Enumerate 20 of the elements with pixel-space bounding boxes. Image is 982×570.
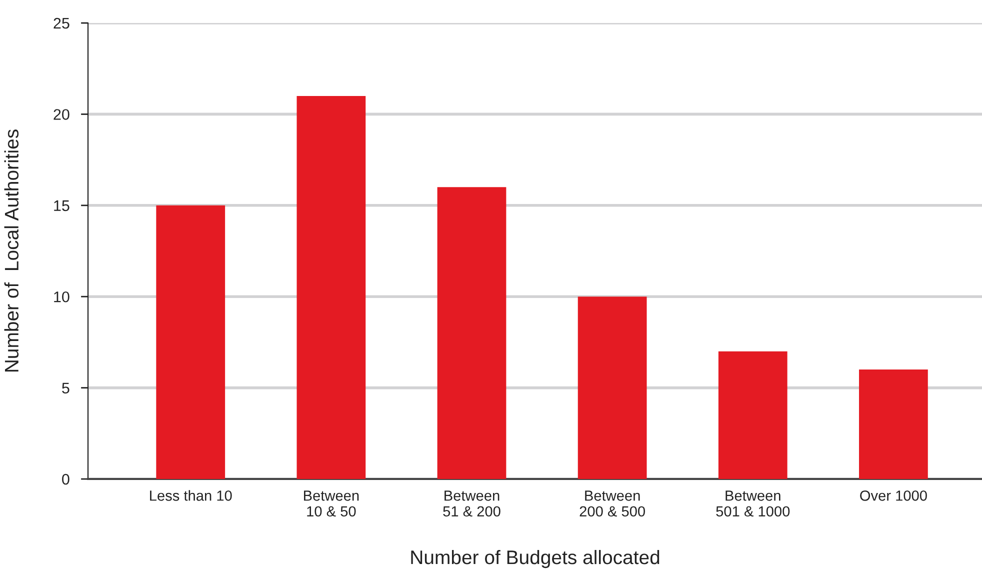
bar <box>437 187 506 479</box>
bar <box>718 351 788 479</box>
y-tick-label: 20 <box>54 109 70 120</box>
bar <box>296 96 366 479</box>
y-axis-title: Number of Local Authorities <box>4 130 19 372</box>
bar <box>578 296 647 479</box>
x-tick-label: Between 200 & 500 <box>580 490 645 517</box>
x-tick-label: Between 51 & 200 <box>443 490 500 517</box>
y-tick-label: 0 <box>62 474 70 485</box>
bar <box>859 370 928 479</box>
x-axis-title: Number of Budgets allocated <box>411 550 660 568</box>
y-tick-label: 15 <box>54 200 70 212</box>
y-tick-label: 5 <box>62 382 70 394</box>
x-tick-label: Between 10 & 50 <box>304 490 359 517</box>
x-tick-label: Over 1000 <box>860 490 927 501</box>
y-tick-label: 25 <box>54 18 70 29</box>
y-tick-label: 10 <box>54 291 70 302</box>
x-tick-label: Less than 10 <box>150 490 232 501</box>
bar <box>156 205 226 479</box>
x-tick-label: Between 501 & 1000 <box>716 490 790 517</box>
